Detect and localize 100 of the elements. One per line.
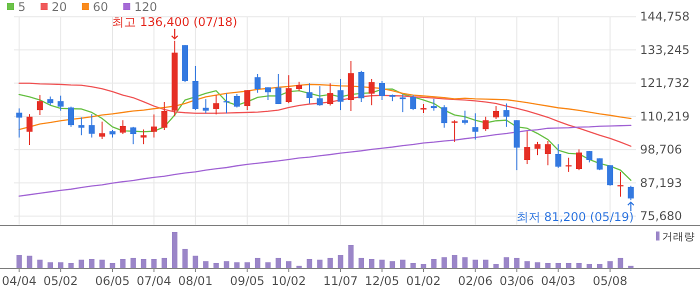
y-tick-label: 110,219 bbox=[640, 109, 690, 124]
bar bbox=[120, 259, 126, 268]
bar bbox=[130, 258, 136, 268]
x-tick-label: 03/06 bbox=[499, 274, 534, 288]
bar bbox=[327, 258, 333, 268]
candlestick bbox=[586, 150, 592, 163]
bar bbox=[192, 256, 198, 268]
bar bbox=[58, 262, 64, 268]
bar bbox=[162, 258, 168, 268]
candlestick bbox=[264, 86, 271, 101]
bar bbox=[306, 259, 312, 268]
candlestick bbox=[213, 94, 220, 115]
bar bbox=[151, 259, 157, 268]
bar bbox=[462, 257, 468, 268]
candlestick bbox=[16, 108, 22, 138]
legend-label: 60 bbox=[92, 0, 108, 14]
legend-label: 거래량 bbox=[662, 231, 695, 243]
bar bbox=[576, 262, 582, 268]
y-tick-label: 98,706 bbox=[640, 142, 682, 157]
candlestick bbox=[617, 171, 624, 198]
line-series bbox=[18, 82, 632, 147]
x-tick-label: 02/06 bbox=[458, 274, 493, 288]
bar bbox=[265, 262, 271, 268]
bar bbox=[452, 255, 458, 268]
candlestick bbox=[452, 120, 458, 142]
candlestick bbox=[99, 121, 106, 140]
x-tick-label: 04/03 bbox=[540, 274, 576, 288]
candlestick bbox=[524, 130, 530, 165]
candlestick bbox=[576, 148, 582, 171]
candlestick bbox=[534, 141, 541, 156]
x-tick-label: 06/05 bbox=[95, 274, 130, 288]
bar bbox=[472, 260, 478, 268]
bar bbox=[379, 260, 385, 268]
candlestick bbox=[430, 98, 437, 112]
candlestick bbox=[140, 128, 147, 145]
candlestick bbox=[275, 74, 282, 105]
candlestick bbox=[224, 92, 230, 114]
candlestick bbox=[410, 94, 416, 111]
bar bbox=[16, 255, 22, 268]
bar bbox=[431, 259, 437, 268]
x-tick-label: 05/02 bbox=[43, 274, 78, 288]
bar bbox=[410, 262, 416, 268]
bar bbox=[99, 260, 105, 268]
candlestick bbox=[130, 126, 136, 145]
bar bbox=[597, 264, 602, 268]
bar bbox=[110, 262, 116, 268]
bar bbox=[556, 262, 561, 268]
bar bbox=[286, 261, 292, 268]
y-tick-label: 87,193 bbox=[640, 176, 682, 190]
bar bbox=[254, 258, 260, 268]
x-tick-label: 05/08 bbox=[592, 274, 628, 288]
candlestick bbox=[150, 114, 157, 138]
x-tick-label: 07/04 bbox=[136, 274, 172, 288]
candlestick bbox=[296, 81, 302, 92]
legend: 거래량 bbox=[656, 231, 695, 243]
bar bbox=[140, 259, 146, 268]
legend-label: 5 bbox=[18, 0, 26, 14]
y-tick-label: 133,245 bbox=[640, 42, 690, 57]
bar bbox=[504, 257, 510, 268]
y-tick-label: 144,758 bbox=[640, 10, 690, 24]
candlestick bbox=[306, 82, 312, 104]
bar bbox=[368, 259, 374, 268]
bar bbox=[68, 262, 74, 268]
x-tick-label: 12/05 bbox=[364, 274, 400, 288]
bar bbox=[566, 262, 572, 268]
bar bbox=[213, 262, 219, 268]
candlestick bbox=[503, 102, 510, 128]
candlestick bbox=[234, 93, 240, 108]
bar bbox=[618, 258, 624, 268]
x-tick-label: 10/02 bbox=[271, 274, 306, 288]
candlestick bbox=[628, 185, 634, 201]
candlestick bbox=[161, 102, 168, 131]
candlestick bbox=[472, 112, 478, 140]
x-tick-label: 08/01 bbox=[178, 274, 213, 288]
candlestick bbox=[120, 120, 126, 135]
candlestick bbox=[566, 157, 572, 172]
bar bbox=[390, 261, 396, 268]
bar bbox=[276, 258, 282, 268]
candlestick bbox=[338, 78, 344, 111]
x-tick-label: 04/04 bbox=[2, 274, 36, 288]
bar bbox=[234, 262, 240, 268]
bar bbox=[586, 264, 592, 268]
candlestick bbox=[316, 86, 323, 106]
x-tick-label: 11/07 bbox=[323, 274, 358, 288]
y-tick-label: 121,732 bbox=[640, 76, 690, 90]
bar bbox=[534, 262, 540, 268]
candlestick bbox=[26, 114, 33, 146]
line-series bbox=[18, 124, 632, 197]
bar bbox=[78, 260, 84, 268]
legend-label: 120 bbox=[134, 0, 158, 14]
candlestick bbox=[244, 90, 250, 111]
candlestick bbox=[462, 110, 468, 126]
bar bbox=[514, 258, 520, 268]
bar bbox=[172, 232, 178, 268]
bar bbox=[48, 262, 53, 268]
bar bbox=[26, 256, 32, 268]
bar bbox=[607, 261, 613, 268]
bar bbox=[338, 255, 344, 268]
candlestick bbox=[544, 140, 551, 166]
candlestick bbox=[88, 114, 95, 138]
